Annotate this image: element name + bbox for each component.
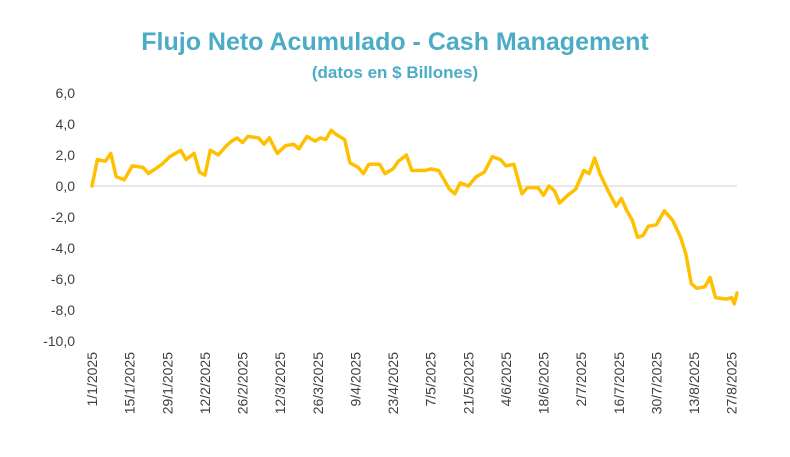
y-tick-label: 4,0 [56, 116, 76, 132]
x-axis: 1/1/2025 15/1/2025 29/1/2025 12/2/2025 26/2/… [84, 352, 740, 415]
x-tick-label: 4/6/2025 [498, 352, 514, 407]
x-tick-label: 26/3/2025 [310, 352, 326, 414]
chart-title: Flujo Neto Acumulado - Cash Management [141, 28, 649, 56]
x-tick-label: 16/7/2025 [611, 352, 627, 414]
y-tick-label: -10,0 [43, 333, 75, 349]
x-tick-label: 2/7/2025 [573, 352, 589, 407]
y-tick-label: 2,0 [56, 147, 76, 163]
y-tick-label: -2,0 [51, 209, 75, 225]
x-tick-label: 27/8/2025 [724, 352, 740, 414]
x-tick-label: 15/1/2025 [122, 352, 138, 414]
y-tick-label: -4,0 [51, 240, 75, 256]
x-tick-label: 9/4/2025 [347, 352, 363, 407]
x-tick-label: 30/7/2025 [648, 352, 664, 414]
x-tick-label: 12/3/2025 [272, 352, 288, 414]
x-tick-label: 18/6/2025 [536, 352, 552, 414]
x-tick-label: 26/2/2025 [235, 352, 251, 414]
y-tick-label: 6,0 [56, 85, 76, 101]
y-tick-label: -8,0 [51, 302, 75, 318]
x-tick-label: 21/5/2025 [460, 352, 476, 414]
x-tick-label: 23/4/2025 [385, 352, 401, 414]
x-tick-label: 7/5/2025 [423, 352, 439, 407]
y-axis: 6,0 4,0 2,0 0,0 -2,0 -4,0 -6,0 -8,0 -10,0 [43, 85, 75, 349]
x-tick-label: 13/8/2025 [686, 352, 702, 414]
chart-subtitle: (datos en $ Billones) [311, 63, 479, 82]
y-tick-label: 0,0 [56, 178, 76, 194]
x-tick-label: 1/1/2025 [84, 352, 100, 407]
y-tick-label: -6,0 [51, 271, 75, 287]
series-line-flujo-neto [90, 128, 739, 306]
x-tick-label: 12/2/2025 [197, 352, 213, 414]
x-tick-label: 29/1/2025 [159, 352, 175, 414]
